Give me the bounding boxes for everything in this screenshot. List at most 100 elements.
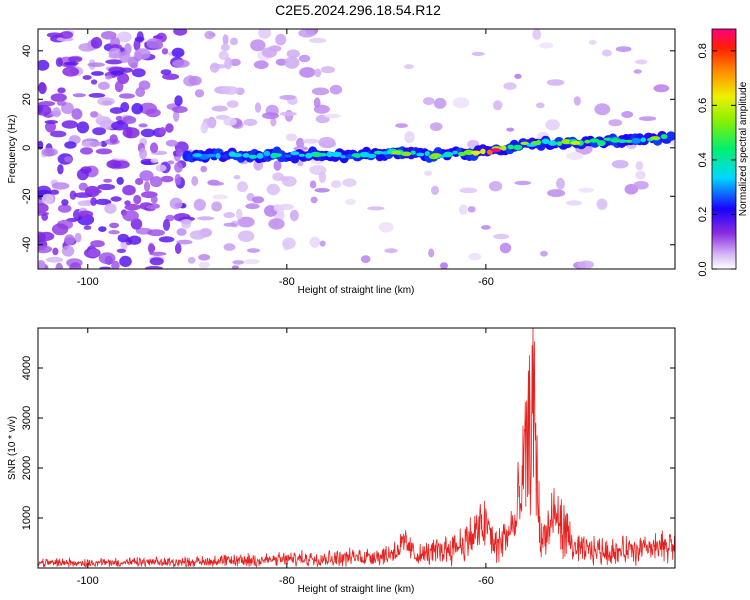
heatmap-ridge-cell — [416, 152, 425, 157]
heatmap-noise-blob — [193, 198, 206, 211]
heatmap-noise-blob — [55, 57, 63, 67]
heatmap-noise-blob — [96, 113, 103, 122]
heatmap-ridge-cell — [480, 148, 486, 155]
heatmap-ridge-band — [666, 131, 675, 141]
heatmap-noise-blob — [124, 203, 141, 211]
heatmap-noise-blob — [64, 234, 75, 246]
heatmap-noise-blob — [90, 37, 103, 49]
heatmap-noise-blob — [38, 260, 46, 269]
heatmap-ridge-cell — [410, 150, 416, 155]
heatmap-noise-blob — [254, 102, 262, 113]
heatmap-noise-blob — [588, 39, 597, 45]
heatmap-x-tick-label: -100 — [77, 276, 99, 288]
heatmap-ridge-cell — [463, 149, 475, 155]
heatmap-noise-blob — [309, 236, 321, 248]
heatmap-noise-blob — [149, 257, 164, 266]
heatmap-noise-blob — [122, 116, 137, 124]
heatmap-ridge-cell — [513, 144, 523, 150]
heatmap-marks — [38, 29, 675, 269]
heatmap-noise-blob — [395, 123, 408, 128]
heatmap-noise-blob — [204, 30, 215, 40]
heatmap-noise-blob — [467, 206, 476, 213]
heatmap-noise-blob — [158, 236, 175, 243]
heatmap-noise-blob — [111, 121, 129, 131]
heatmap-noise-blob — [440, 262, 448, 269]
heatmap-noise-blob — [324, 113, 341, 119]
heatmap-noise-blob — [76, 121, 90, 134]
heatmap-noise-blob — [162, 73, 180, 80]
heatmap-y-ticks: -40 -20 0 20 40 — [21, 45, 675, 253]
heatmap-noise-blob — [452, 97, 470, 109]
heatmap-ridge-cell — [548, 140, 558, 146]
heatmap-noise-blob — [149, 176, 163, 188]
snr-y-label: SNR (10 * v/v) — [7, 416, 18, 480]
heatmap-ridge-peak — [570, 140, 581, 145]
heatmap-noise-blob — [57, 204, 72, 213]
heatmap-x-label: Height of straight line (km) — [298, 285, 415, 296]
heatmap-ridge-cell — [248, 154, 258, 159]
heatmap-noise-blob — [270, 117, 277, 127]
colorbar-frame — [711, 28, 737, 270]
heatmap-noise-blob — [546, 79, 565, 86]
heatmap-noise-blob — [188, 75, 202, 86]
snr-y-ticks: 1000 2000 3000 4000 — [21, 356, 675, 530]
heatmap-noise-blob — [330, 180, 342, 189]
heatmap-noise-blob — [145, 266, 163, 269]
heatmap-noise-blob — [92, 127, 106, 136]
heatmap-ridge-cell — [326, 151, 333, 158]
heatmap-noise-blob — [279, 95, 296, 100]
heatmap-noise-blob — [59, 31, 74, 39]
heatmap-noise-blob — [536, 102, 545, 109]
heatmap-noise-blob — [51, 182, 70, 190]
heatmap-ridge-cell — [242, 153, 250, 158]
heatmap-ridge-cell — [305, 152, 313, 159]
heatmap-noise-blob — [150, 158, 159, 163]
heatmap-noise-blob — [222, 34, 229, 46]
heatmap-noise-blob — [94, 198, 112, 205]
heatmap-noise-blob — [155, 164, 167, 172]
heatmap-noise-blob — [52, 247, 59, 256]
heatmap-noise-blob — [176, 239, 193, 245]
heatmap-noise-blob — [109, 107, 124, 114]
heatmap-noise-blob — [38, 231, 46, 243]
heatmap-noise-blob — [162, 219, 171, 231]
heatmap-ridge-peak — [530, 140, 541, 145]
colorbar-tick-label: 0.2 — [697, 207, 709, 222]
heatmap-noise-blob — [61, 245, 75, 257]
heatmap-noise-blob — [52, 107, 61, 118]
heatmap-noise-blob — [367, 206, 385, 211]
heatmap-noise-blob — [161, 48, 169, 55]
heatmap-frame — [37, 28, 676, 270]
heatmap-ridge-peak — [650, 136, 661, 141]
heatmap-ridge-cell — [263, 150, 271, 157]
heatmap-noise-blob — [90, 79, 98, 85]
heatmap-noise-blob — [38, 59, 50, 71]
heatmap-noise-blob — [314, 68, 322, 78]
heatmap-noise-blob — [46, 32, 63, 38]
heatmap-noise-blob — [308, 37, 327, 44]
heatmap-noise-blob — [122, 185, 136, 196]
heatmap-ridge-cell — [424, 151, 430, 156]
heatmap-noise-blob — [223, 117, 237, 126]
heatmap-noise-blob — [174, 243, 182, 254]
heatmap-noise-blob — [72, 93, 86, 98]
heatmap-noise-blob — [103, 178, 112, 183]
heatmap-noise-blob — [41, 213, 49, 221]
heatmap-noise-blob — [319, 240, 326, 247]
heatmap-noise-blob — [237, 216, 255, 228]
heatmap-noise-blob — [556, 177, 565, 190]
heatmap-noise-blob — [468, 252, 482, 261]
heatmap-noise-blob — [149, 251, 167, 256]
heatmap-noise-blob — [594, 103, 611, 116]
heatmap-noise-blob — [165, 139, 178, 147]
heatmap-noise-blob — [547, 189, 566, 198]
heatmap-noise-blob — [279, 111, 297, 117]
snr-panel: -100 -80 -60 1000 2000 3000 4000 Height of st… — [7, 327, 676, 595]
heatmap-noise-blob — [119, 51, 131, 63]
heatmap-noise-blob — [423, 97, 435, 106]
heatmap-ridge-cell — [290, 151, 300, 156]
heatmap-noise-blob — [253, 60, 269, 70]
heatmap-noise-blob — [243, 118, 258, 126]
heatmap-ridge-peak — [490, 148, 501, 153]
heatmap-noise-blob — [345, 198, 356, 205]
